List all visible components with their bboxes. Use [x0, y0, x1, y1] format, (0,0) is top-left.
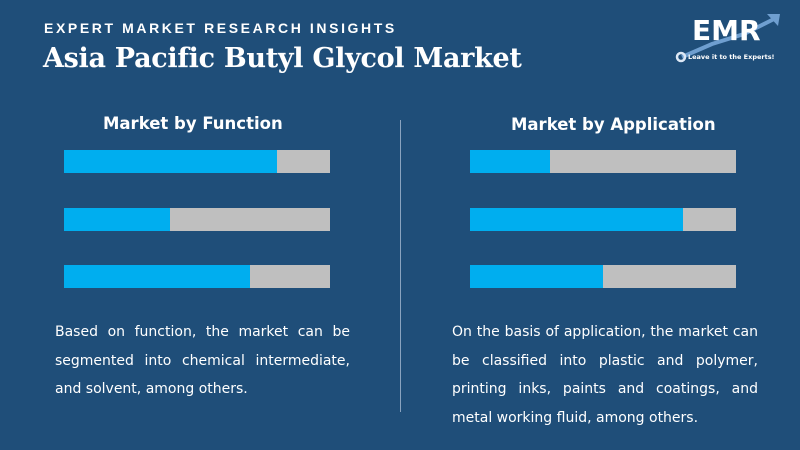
function-bar-track-1: [64, 150, 330, 173]
function-bar-track-2: [64, 208, 330, 231]
function-bar-fill-3: [64, 265, 251, 288]
logo-arrow-icon: [675, 14, 780, 63]
application-chart-title: Market by Application: [511, 115, 716, 134]
application-bar-track-2: [470, 208, 736, 231]
page-title: Asia Pacific Butyl Glycol Market: [43, 43, 522, 74]
divider: [400, 120, 401, 412]
function-bar-track-3: [64, 265, 330, 288]
function-bar-fill-1: [64, 150, 277, 173]
application-bar-fill-2: [470, 208, 683, 231]
function-chart-title: Market by Function: [103, 114, 283, 133]
application-bar-track-3: [470, 265, 736, 288]
application-bar-fill-1: [470, 150, 550, 173]
function-description: Based on function, the market can be seg…: [55, 324, 350, 397]
logo-text: EMR: [692, 14, 761, 47]
application-bar-track-1: [470, 150, 736, 173]
application-bar-fill-3: [470, 265, 603, 288]
application-description: On the basis of application, the market …: [452, 324, 758, 426]
function-bar-fill-2: [64, 208, 171, 231]
eyebrow-text: EXPERT MARKET RESEARCH INSIGHTS: [44, 20, 397, 36]
emr-logo: EMR Leave it to the Experts!: [672, 10, 794, 66]
logo-tagline: Leave it to the Experts!: [688, 53, 775, 61]
